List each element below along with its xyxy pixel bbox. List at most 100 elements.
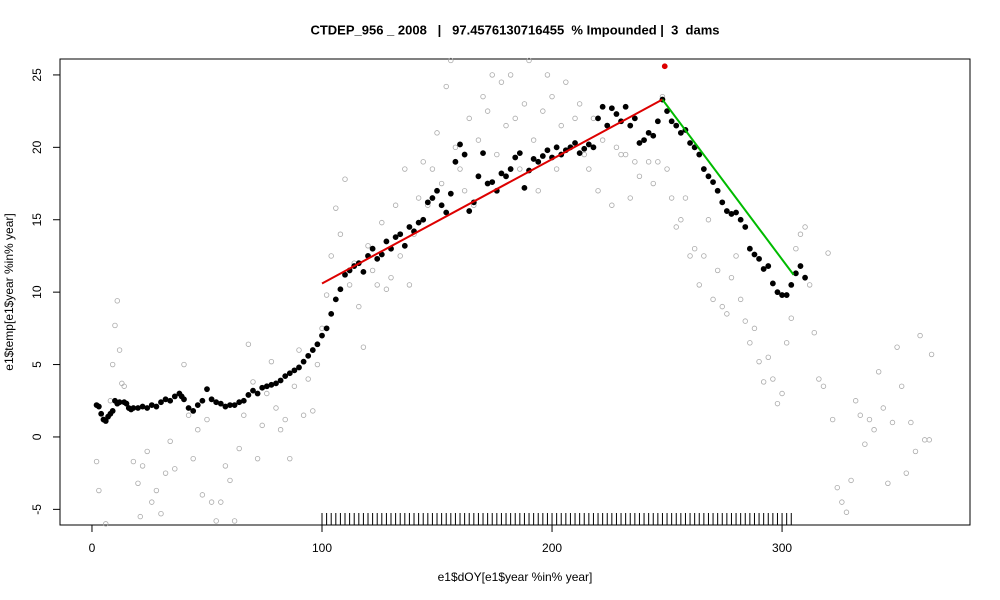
y-axis-label: e1$temp[e1$year %in% year] <box>2 213 16 370</box>
filled-point <box>507 166 514 172</box>
filled-point <box>590 144 597 151</box>
open-point <box>406 282 413 288</box>
open-point <box>227 477 233 484</box>
open-point <box>484 108 491 114</box>
open-point <box>172 466 178 472</box>
open-point <box>135 480 141 486</box>
open-point <box>636 173 643 179</box>
open-point <box>673 224 679 230</box>
filled-point <box>480 150 486 157</box>
filled-point <box>254 390 261 397</box>
open-point <box>770 376 776 382</box>
open-point <box>162 470 169 476</box>
open-point <box>756 358 762 365</box>
filled-point <box>240 397 247 404</box>
filled-point <box>273 380 279 387</box>
open-point <box>586 166 592 172</box>
open-point <box>213 518 219 524</box>
filled-point <box>369 245 376 252</box>
open-point <box>622 151 629 158</box>
filled-point <box>769 280 776 287</box>
open-point <box>576 101 583 107</box>
filled-point <box>654 118 661 125</box>
open-point <box>793 246 799 252</box>
open-point <box>714 267 721 274</box>
open-point <box>563 79 569 85</box>
filled-point <box>452 158 459 165</box>
x-tick-label: 200 <box>542 541 562 555</box>
open-point <box>245 341 252 347</box>
open-point <box>365 243 371 249</box>
filled-point <box>305 352 312 359</box>
filled-point <box>604 122 611 129</box>
filled-point <box>746 245 753 252</box>
filled-point <box>774 289 781 296</box>
filled-point <box>98 410 105 417</box>
open-point <box>420 159 426 165</box>
y-tick-label: 10 <box>30 285 44 299</box>
filled-point <box>199 397 206 404</box>
open-point <box>871 427 877 433</box>
open-point <box>222 463 229 469</box>
open-point <box>328 253 334 259</box>
filled-point <box>765 263 772 269</box>
filled-point <box>535 158 542 165</box>
filled-point <box>434 187 440 194</box>
open-point <box>521 101 528 107</box>
open-point <box>558 122 564 129</box>
open-point <box>535 188 541 194</box>
open-point <box>751 325 758 332</box>
open-point <box>195 427 201 433</box>
filled-point <box>296 364 302 371</box>
filled-point <box>383 238 390 245</box>
x-tick-label: 0 <box>89 541 96 555</box>
filled-point <box>181 396 187 403</box>
filled-point <box>783 292 790 298</box>
open-point <box>760 379 767 385</box>
filled-point <box>677 129 684 136</box>
filled-point <box>204 386 210 393</box>
open-point <box>599 137 606 143</box>
y-tick-label: 5 <box>30 361 44 368</box>
open-point <box>655 159 661 165</box>
y-tick-label: 15 <box>30 213 44 227</box>
open-point <box>167 438 173 444</box>
filled-point <box>415 219 422 226</box>
open-point <box>114 298 120 304</box>
open-point <box>733 253 739 259</box>
filled-point <box>217 400 224 407</box>
filled-point <box>392 234 399 241</box>
open-point <box>383 286 390 292</box>
filled-point <box>185 405 192 411</box>
filled-point <box>530 156 537 162</box>
open-point <box>199 492 206 498</box>
open-point <box>894 344 900 350</box>
filled-point <box>109 407 116 414</box>
open-point <box>392 202 399 208</box>
open-point <box>236 445 242 452</box>
filled-point <box>461 151 468 158</box>
open-point <box>788 315 794 321</box>
filled-point <box>429 195 436 201</box>
filled-point <box>737 216 744 223</box>
open-point <box>291 383 298 389</box>
filled-point <box>696 151 703 158</box>
filled-point <box>314 341 321 348</box>
filled-point <box>788 282 795 288</box>
open-point <box>429 166 436 172</box>
filled-point <box>576 150 583 157</box>
fit-line <box>661 98 795 276</box>
open-point <box>374 282 380 288</box>
open-point <box>489 72 495 78</box>
open-point <box>323 292 330 298</box>
open-point <box>691 246 698 252</box>
open-point <box>434 130 440 136</box>
filled-point <box>599 103 606 110</box>
filled-point <box>286 370 293 377</box>
filled-point <box>645 129 652 136</box>
open-point <box>277 427 284 433</box>
fit-line <box>321 98 663 285</box>
filled-point <box>406 224 413 230</box>
filled-point <box>443 209 450 216</box>
